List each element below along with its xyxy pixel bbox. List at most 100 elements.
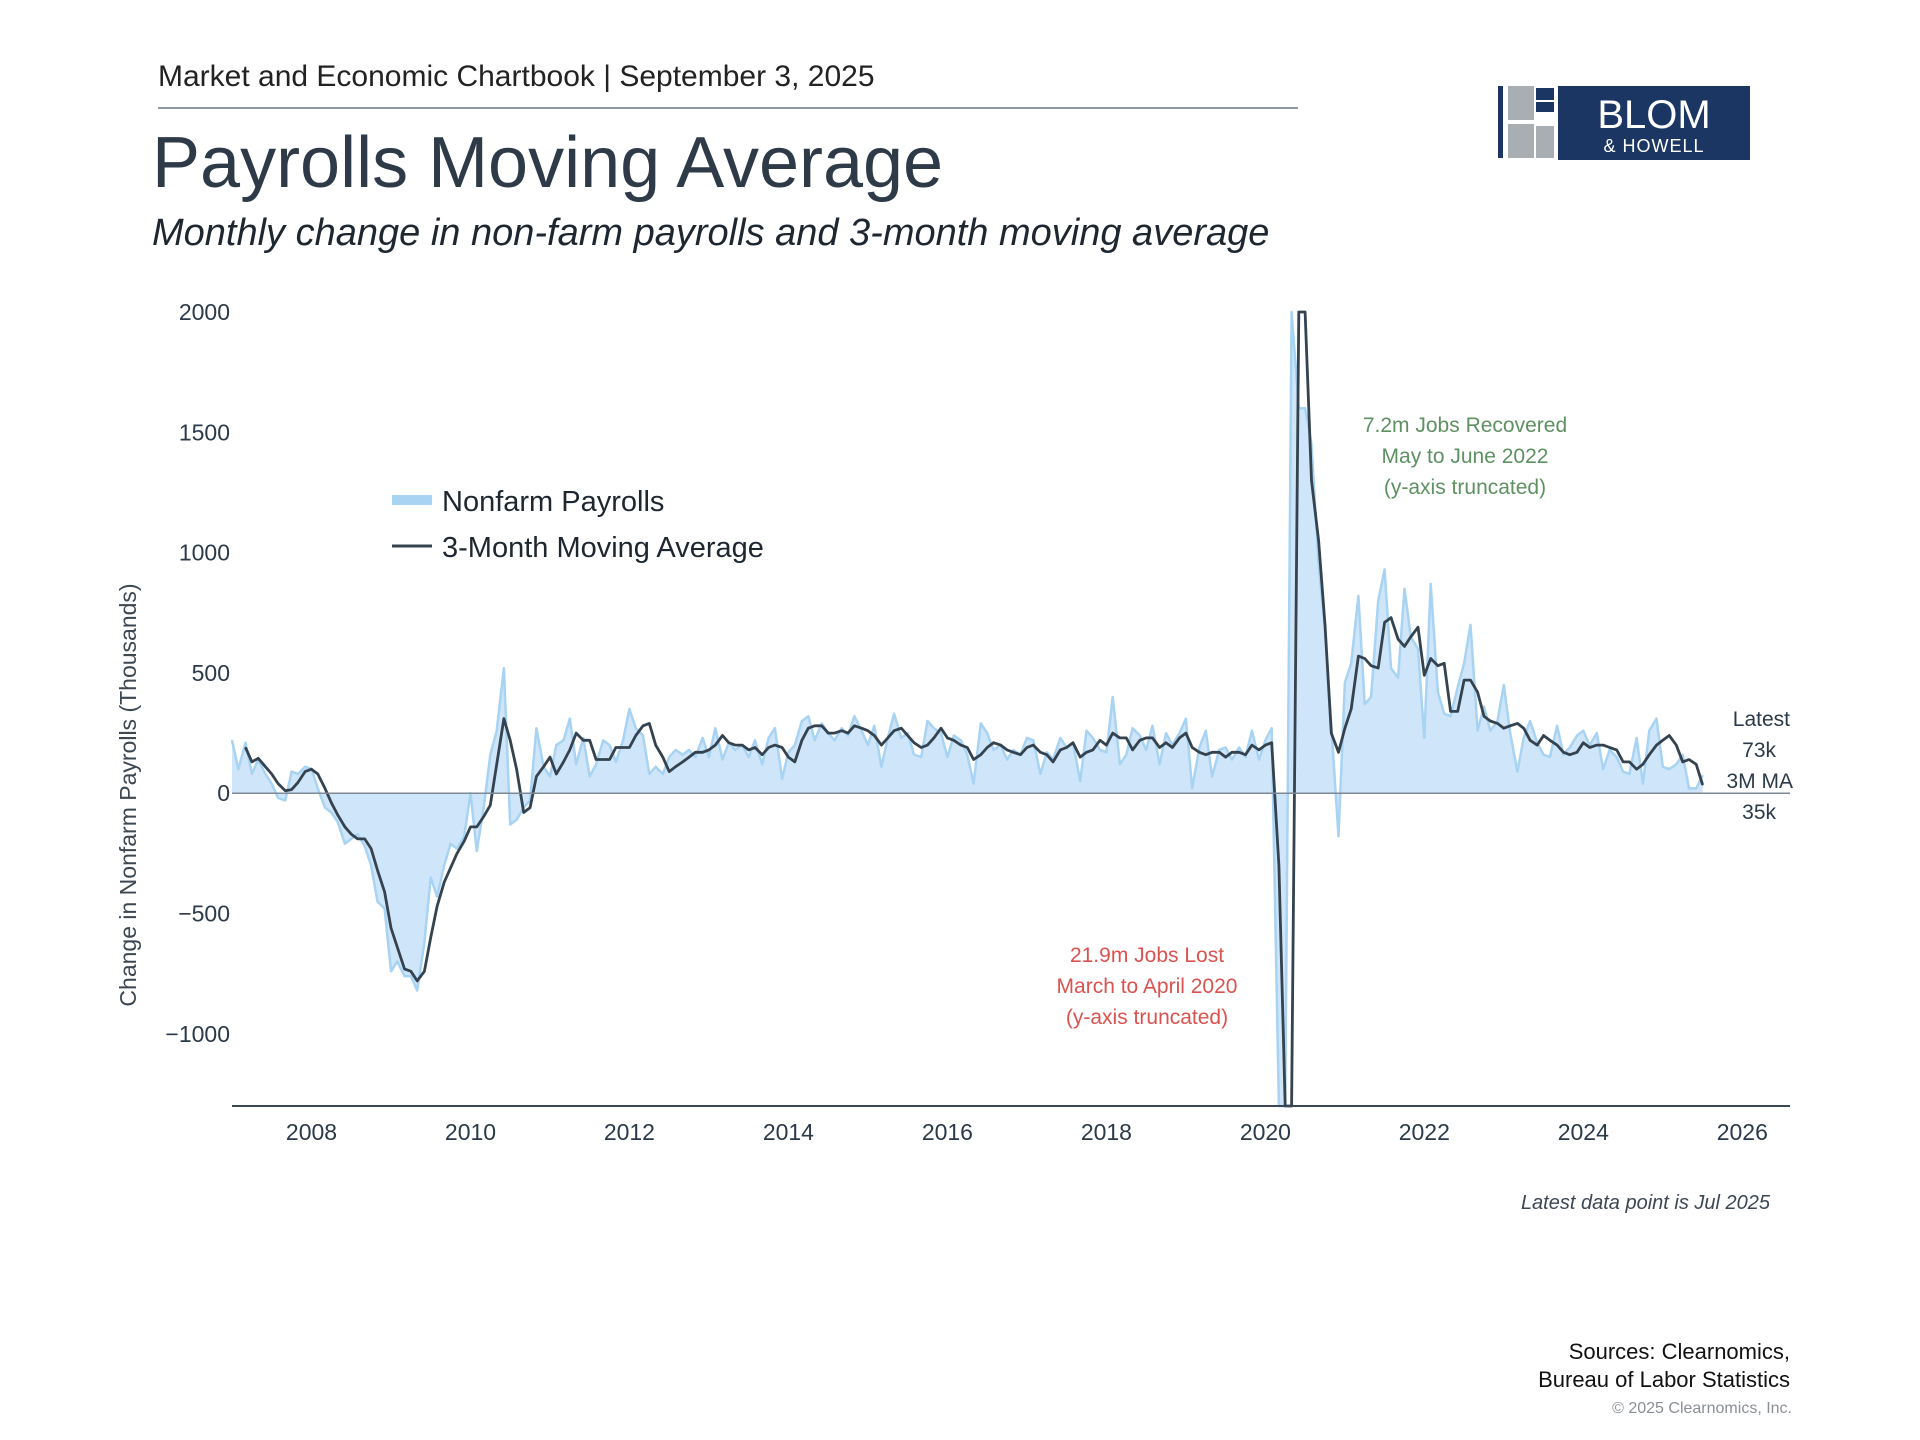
- moving-average-point: [1065, 746, 1068, 749]
- moving-average-point: [701, 751, 704, 754]
- moving-average-point: [1205, 753, 1207, 756]
- payrolls-point: [761, 763, 763, 766]
- payrolls-point: [1622, 770, 1624, 773]
- payrolls-point: [933, 727, 935, 729]
- moving-average-point: [1569, 753, 1571, 756]
- moving-average-point: [674, 765, 677, 768]
- payrolls-point: [1542, 753, 1545, 756]
- payrolls-point: [1264, 739, 1267, 742]
- payrolls-point: [549, 775, 551, 778]
- payrolls-point: [503, 667, 505, 669]
- payrolls-point: [1072, 741, 1074, 744]
- payrolls-point: [946, 756, 949, 758]
- moving-average-point: [972, 758, 975, 761]
- payrolls-point: [1509, 732, 1511, 734]
- moving-average-point: [615, 746, 617, 749]
- payrolls-point: [277, 797, 279, 799]
- payrolls-point: [754, 739, 756, 742]
- payrolls-point: [1410, 636, 1412, 638]
- logo-wordmark-bg: [1558, 86, 1750, 160]
- logo-block-h3: [1536, 126, 1554, 158]
- moving-average-point: [336, 814, 339, 816]
- payrolls-point: [1125, 753, 1128, 756]
- moving-average-point: [1622, 761, 1624, 763]
- moving-average-point: [853, 725, 856, 727]
- payrolls-point: [913, 753, 915, 756]
- payrolls-point: [1304, 407, 1306, 410]
- moving-average-point: [476, 826, 478, 828]
- moving-average-point: [1615, 749, 1618, 751]
- moving-average-point: [489, 804, 492, 806]
- annotation-jobs-lost: 21.9m Jobs Lost March to April 2020 (y-a…: [1057, 944, 1238, 1029]
- payrolls-point: [615, 761, 617, 763]
- moving-average-point: [721, 734, 724, 737]
- moving-average-point: [1337, 751, 1340, 754]
- moving-average-point: [1503, 727, 1505, 729]
- moving-average-point: [1310, 479, 1313, 482]
- payrolls-point: [317, 787, 319, 790]
- moving-average-point: [1324, 624, 1326, 626]
- moving-average-point: [781, 746, 783, 749]
- moving-average-point: [383, 891, 386, 893]
- moving-average-point: [1111, 732, 1114, 734]
- payrolls-point: [476, 850, 478, 852]
- payrolls-point: [1642, 782, 1644, 785]
- moving-average-point: [1397, 638, 1399, 640]
- moving-average-point: [867, 729, 869, 732]
- moving-average-point: [350, 833, 353, 835]
- annotation-latest-line4: 35k: [1742, 801, 1776, 824]
- page-title: Payrolls Moving Average: [152, 123, 944, 203]
- moving-average-point: [443, 881, 446, 883]
- blom-howell-logo: BLOM & HOWELL: [1498, 86, 1750, 160]
- payrolls-point: [986, 732, 988, 734]
- payrolls-area-layer: [230, 310, 1704, 1108]
- moving-average-point: [940, 727, 942, 729]
- moving-average-point: [1403, 645, 1406, 648]
- payrolls-point: [953, 734, 955, 737]
- latest-data-footnote: Latest data point is Jul 2025: [1520, 1192, 1770, 1214]
- moving-average-point: [1437, 664, 1439, 667]
- moving-average-point: [390, 927, 392, 929]
- moving-average-point: [1642, 763, 1644, 766]
- payrolls-point: [721, 758, 724, 761]
- payrolls-point: [1158, 763, 1161, 766]
- payrolls-point: [1549, 756, 1551, 758]
- payrolls-point: [781, 778, 783, 780]
- moving-average-point: [1588, 746, 1591, 749]
- payrolls-point: [1032, 739, 1035, 742]
- payrolls-point: [443, 864, 446, 867]
- moving-average-point: [582, 739, 585, 742]
- moving-average-point: [980, 753, 982, 756]
- moving-average-point: [595, 758, 597, 761]
- payrolls-point: [1350, 662, 1352, 665]
- payrolls-point: [1218, 749, 1221, 751]
- moving-average-point: [986, 746, 988, 749]
- y-axis-label: Change in Nonfarm Payrolls (Thousands): [115, 583, 141, 1006]
- moving-average-point: [1218, 751, 1221, 754]
- sources: Sources: Clearnomics, Bureau of Labor St…: [1538, 1338, 1790, 1394]
- payrolls-point: [926, 720, 929, 722]
- moving-average-point: [376, 869, 379, 871]
- moving-average-point: [1602, 744, 1604, 746]
- moving-average-point: [1668, 734, 1670, 737]
- payrolls-point: [1608, 749, 1611, 751]
- payrolls-point: [801, 720, 803, 722]
- moving-average-point: [1596, 744, 1598, 746]
- moving-average-point: [1675, 744, 1678, 746]
- payrolls-point: [662, 773, 664, 775]
- logo-block-b2: [1508, 124, 1534, 158]
- moving-average-point: [297, 781, 299, 784]
- moving-average-point: [821, 725, 823, 727]
- moving-average-point: [747, 749, 750, 751]
- payrolls-point: [1449, 715, 1452, 717]
- moving-average-point: [926, 744, 929, 746]
- moving-average-point: [356, 838, 359, 840]
- annotation-lost-line1: 21.9m Jobs Lost: [1070, 944, 1224, 967]
- logo-bar: [1498, 86, 1503, 158]
- payrolls-point: [410, 975, 412, 977]
- y-tick-label: 500: [192, 660, 230, 686]
- payrolls-point: [940, 732, 942, 734]
- payrolls-point: [873, 725, 876, 727]
- payrolls-point: [1119, 763, 1121, 766]
- payrolls-point: [1337, 835, 1340, 838]
